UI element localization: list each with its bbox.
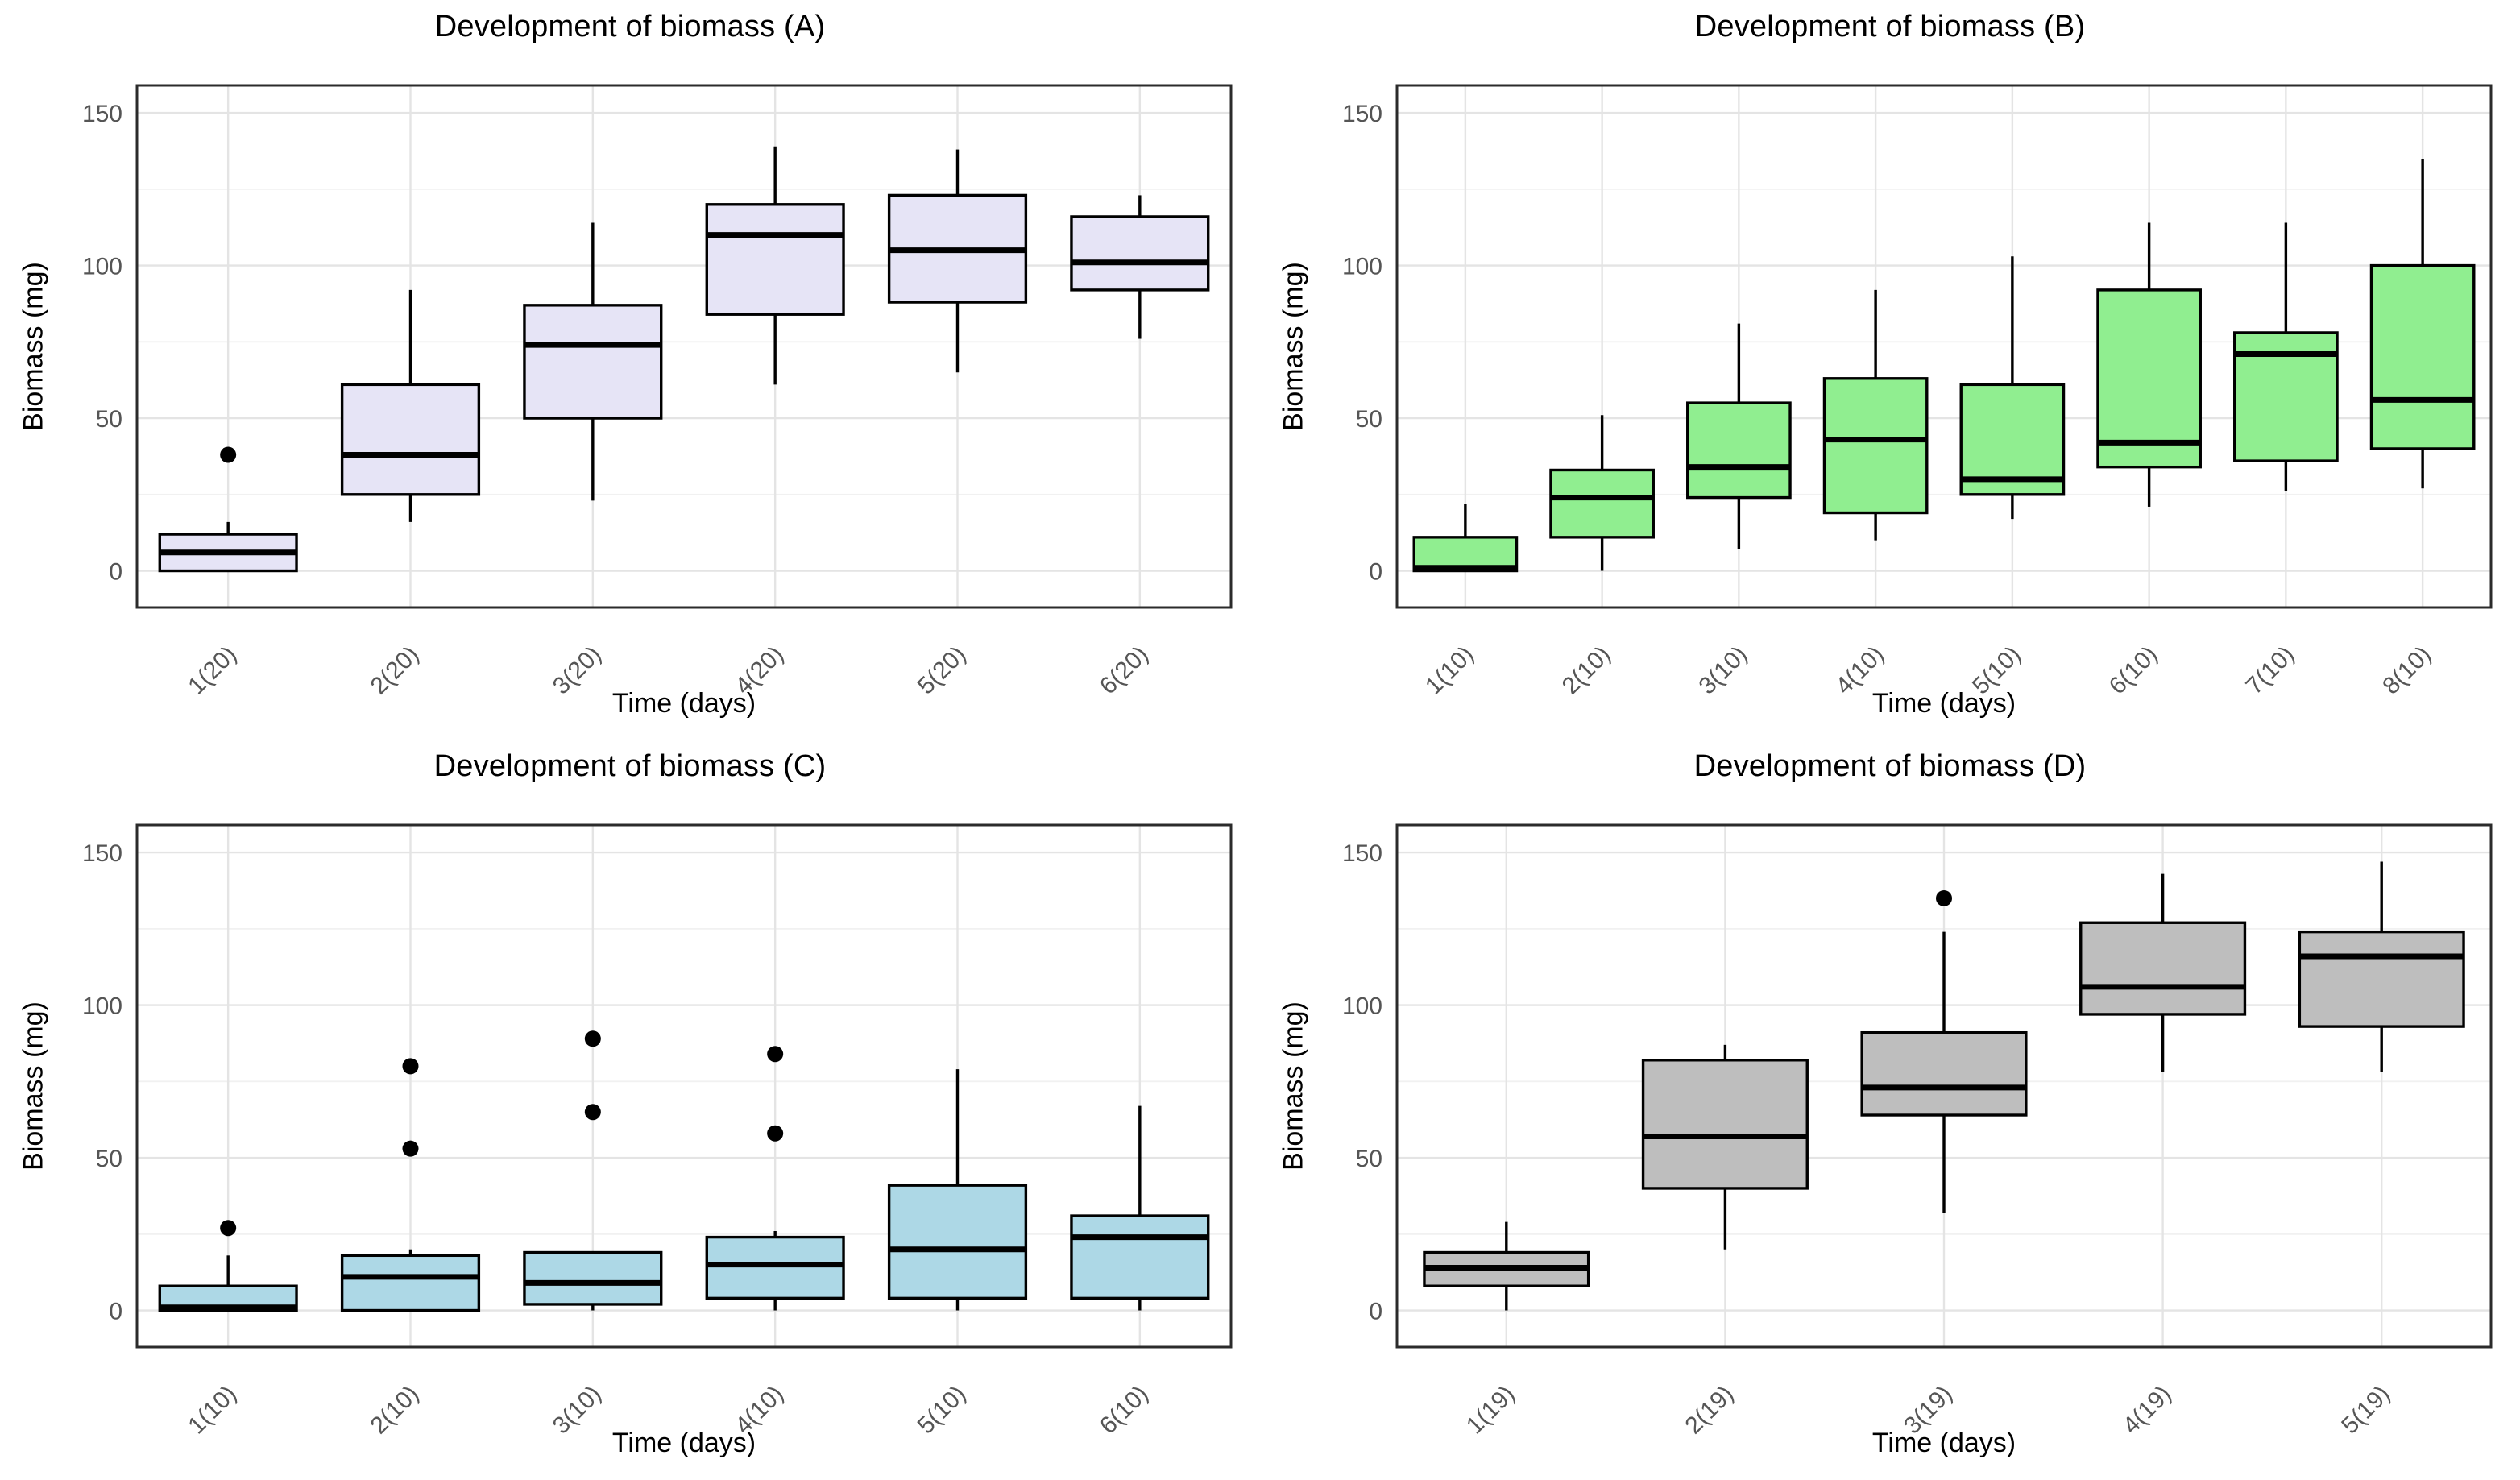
panel-c: 0 50 100 150 1(10) 2(10) 3(10) 4(10) 5(10) 6(10) …	[0, 740, 1260, 1479]
box-group-5(20)	[887, 149, 1028, 373]
iqr-box	[523, 1250, 663, 1306]
panel-border	[1395, 84, 2493, 609]
y-tick-label: 50	[1356, 406, 1382, 433]
y-tick-label: 0	[109, 559, 122, 586]
panel-border	[1395, 823, 2493, 1349]
box-group-1(20)	[158, 446, 298, 573]
panel-b-title: Development of biomass (B)	[1694, 10, 2086, 44]
panel-c-y-axis-title: Biomass (mg)	[18, 1001, 49, 1171]
panel-border	[135, 84, 1233, 609]
iqr-box	[340, 383, 481, 496]
iqr-box	[2096, 288, 2202, 469]
panel-border	[135, 823, 1233, 1349]
box-group-5(10)	[1959, 256, 2066, 520]
box-group-7(10)	[2233, 222, 2339, 491]
y-tick-label: 0	[109, 1299, 122, 1325]
outlier-point	[584, 1030, 601, 1047]
box-group-3(19)	[1860, 889, 2028, 1213]
box-group-4(10)	[705, 1046, 845, 1311]
iqr-box	[2298, 930, 2465, 1028]
y-tick-label: 50	[96, 406, 122, 433]
box-group-2(10)	[340, 1058, 481, 1312]
iqr-box	[1959, 383, 2066, 496]
iqr-box	[1860, 1030, 2028, 1117]
iqr-box	[887, 1184, 1028, 1300]
y-tick-label: 100	[1342, 254, 1382, 280]
box-group-2(20)	[340, 289, 481, 522]
iqr-box	[1641, 1059, 1809, 1190]
box-group-4(19)	[2079, 873, 2247, 1072]
y-tick-label: 100	[82, 254, 122, 280]
y-tick-label: 150	[82, 101, 122, 127]
y-tick-label: 150	[1342, 840, 1382, 867]
outlier-point	[402, 1140, 419, 1157]
outlier-point	[1936, 889, 1952, 906]
iqr-box	[2369, 263, 2476, 450]
box-group-6(20)	[1070, 195, 1210, 339]
box-group-6(10)	[2096, 222, 2202, 507]
iqr-box	[1549, 468, 1655, 539]
box-group-5(19)	[2298, 861, 2465, 1072]
panel-d: 0 50 100 150 1(19) 2(19) 3(19) 4(19) 5(19) Devel…	[1260, 740, 2520, 1479]
y-tick-label: 0	[1369, 1299, 1382, 1325]
box-group-1(19)	[1423, 1221, 1590, 1311]
panel-d-x-axis-title: Time (days)	[1871, 1428, 2016, 1458]
panel-b-x-axis-title: Time (days)	[1871, 688, 2016, 719]
box-group-3(10)	[523, 1030, 663, 1311]
box-group-1(10)	[158, 1220, 298, 1312]
outlier-point	[220, 446, 237, 463]
panel-b: 0 50 100 150 1(10) 2(10) 3(10) 4(10) 5(10) 6(10) 7…	[1260, 0, 2520, 740]
y-tick-label: 100	[82, 993, 122, 1020]
panel-a: 0 50 100 150 1(20) 2(20) 3(20) 4(20) 5(20) 6(20) …	[0, 0, 1260, 740]
panel-c-x-axis-title: Time (days)	[611, 1428, 756, 1458]
outlier-point	[220, 1220, 237, 1237]
y-tick-label: 150	[1342, 101, 1382, 127]
box-group-3(10)	[1686, 323, 1792, 549]
panel-a-title: Development of biomass (A)	[434, 10, 826, 44]
box-group-5(10)	[887, 1069, 1028, 1311]
y-tick-label: 50	[1356, 1146, 1382, 1172]
y-tick-label: 0	[1369, 559, 1382, 586]
panel-b-y-axis-title: Biomass (mg)	[1278, 262, 1309, 431]
iqr-box	[705, 203, 845, 316]
outlier-point	[767, 1125, 784, 1142]
iqr-box	[1070, 1214, 1210, 1300]
panel-d-y-axis-title: Biomass (mg)	[1278, 1001, 1309, 1171]
box-group-1(10)	[1412, 504, 1519, 573]
box-group-2(19)	[1641, 1044, 1809, 1250]
iqr-box	[2079, 921, 2247, 1016]
panel-a-y-axis-title: Biomass (mg)	[18, 262, 49, 431]
y-tick-label: 150	[82, 840, 122, 867]
box-group-4(20)	[705, 146, 845, 385]
panel-c-title: Development of biomass (C)	[433, 749, 827, 783]
y-tick-label: 100	[1342, 993, 1382, 1020]
box-group-8(10)	[2369, 158, 2476, 489]
iqr-box	[1070, 215, 1210, 292]
panel-d-title: Development of biomass (D)	[1693, 749, 2087, 783]
iqr-box	[1686, 401, 1792, 500]
outlier-point	[767, 1046, 784, 1063]
y-tick-label: 50	[96, 1146, 122, 1172]
plot-area	[137, 85, 1231, 607]
panel-a-x-axis-title: Time (days)	[611, 688, 756, 719]
box-group-2(10)	[1549, 415, 1655, 571]
box-group-3(20)	[523, 222, 663, 501]
box-group-4(10)	[1822, 289, 1929, 541]
iqr-box	[523, 304, 663, 420]
plot-area	[137, 825, 1231, 1347]
box-group-6(10)	[1070, 1105, 1210, 1311]
outlier-point	[402, 1058, 419, 1075]
iqr-box	[705, 1235, 845, 1300]
iqr-box	[1822, 377, 1929, 515]
outlier-point	[584, 1104, 601, 1121]
iqr-box	[340, 1254, 481, 1312]
